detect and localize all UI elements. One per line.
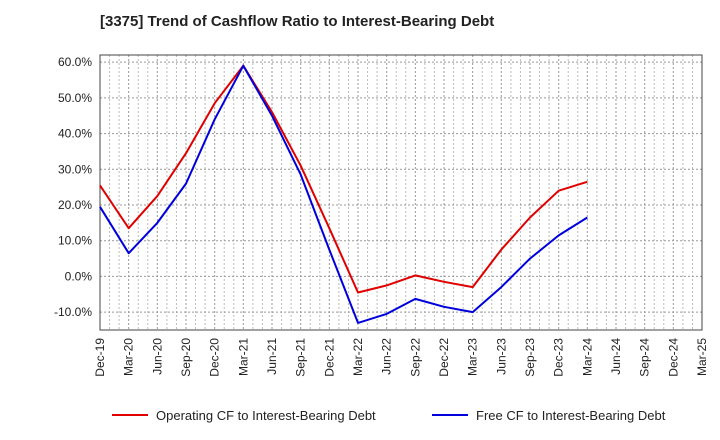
y-tick-label: 20.0% (58, 198, 92, 212)
legend-label: Free CF to Interest-Bearing Debt (476, 408, 666, 423)
x-tick-label: Jun-22 (380, 338, 394, 375)
x-tick-label: Mar-22 (351, 338, 365, 376)
x-tick-label: Dec-23 (552, 338, 566, 377)
x-tick-label: Sep-20 (179, 338, 193, 377)
series-line (99, 64, 588, 294)
y-tick-label: 30.0% (58, 162, 92, 176)
chart-title: [3375] Trend of Cashflow Ratio to Intere… (100, 13, 495, 30)
x-tick-label: Mar-25 (695, 338, 709, 376)
x-tick-label: Sep-23 (523, 338, 537, 377)
y-tick-label: -10.0% (54, 305, 92, 319)
x-tick-label: Dec-21 (322, 338, 336, 377)
x-tick-label: Dec-22 (437, 338, 451, 377)
x-tick-label: Mar-21 (236, 338, 250, 376)
y-tick-label: 60.0% (58, 55, 92, 69)
x-tick-label: Dec-24 (666, 338, 680, 377)
x-tick-label: Jun-23 (494, 338, 508, 375)
x-tick-label: Dec-19 (93, 338, 107, 377)
x-tick-label: Mar-23 (466, 338, 480, 376)
x-tick-label: Jun-24 (609, 338, 623, 375)
x-tick-label: Mar-20 (122, 338, 136, 376)
x-tick-label: Jun-20 (150, 338, 164, 375)
legend-label: Operating CF to Interest-Bearing Debt (156, 408, 376, 423)
x-tick-label: Sep-21 (294, 338, 308, 377)
y-tick-label: 50.0% (58, 91, 92, 105)
y-tick-label: 0.0% (65, 269, 93, 283)
series-line (99, 64, 588, 324)
plot-border (99, 54, 703, 331)
y-tick-label: 40.0% (58, 127, 92, 141)
x-tick-label: Sep-24 (638, 338, 652, 377)
y-tick-label: 10.0% (58, 234, 92, 248)
x-tick-label: Jun-21 (265, 338, 279, 375)
x-tick-label: Sep-22 (408, 338, 422, 377)
x-tick-label: Mar-24 (580, 338, 594, 376)
x-tick-label: Dec-20 (208, 338, 222, 377)
